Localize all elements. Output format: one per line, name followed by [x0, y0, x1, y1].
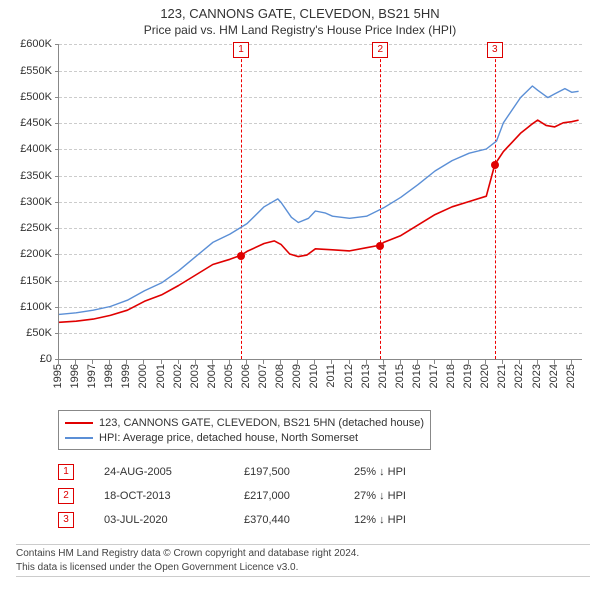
page-container: 123, CANNONS GATE, CLEVEDON, BS21 5HN Pr… [0, 0, 600, 590]
legend-row-hpi: HPI: Average price, detached house, Nort… [65, 430, 424, 445]
event-price-3: £370,440 [244, 514, 354, 526]
x-tick-label: 2020 [479, 364, 491, 388]
footer-line2: This data is licensed under the Open Gov… [16, 561, 590, 575]
x-axis: 1995199619971998199920002001200220032004… [58, 360, 582, 404]
x-tick-label: 2025 [565, 364, 577, 388]
x-tick-label: 2012 [343, 364, 355, 388]
x-tick-label: 2004 [206, 364, 218, 388]
legend-label-price-paid: 123, CANNONS GATE, CLEVEDON, BS21 5HN (d… [99, 417, 424, 429]
chart-title-main: 123, CANNONS GATE, CLEVEDON, BS21 5HN [10, 6, 590, 23]
x-tick-label: 2016 [411, 364, 423, 388]
y-tick-label: £100K [20, 301, 52, 313]
x-tick-label: 2000 [137, 364, 149, 388]
x-tick-label: 1997 [86, 364, 98, 388]
x-tick-label: 2007 [257, 364, 269, 388]
x-tick-label: 2017 [428, 364, 440, 388]
y-tick-label: £400K [20, 143, 52, 155]
event-price-1: £197,500 [244, 466, 354, 478]
x-tick-label: 2005 [223, 364, 235, 388]
x-tick-label: 2021 [496, 364, 508, 388]
series-price_paid [59, 121, 579, 323]
event-dot [491, 161, 499, 169]
chart-area: £0 £50K £100K £150K £200K £250K £300K £350K £400… [10, 44, 590, 404]
x-tick-label: 2024 [548, 364, 560, 388]
event-delta-3: 12% ↓ HPI [354, 514, 464, 526]
event-delta-2: 27% ↓ HPI [354, 490, 464, 502]
event-delta-1: 25% ↓ HPI [354, 466, 464, 478]
footer: Contains HM Land Registry data © Crown c… [16, 544, 590, 577]
x-tick-label: 2013 [360, 364, 372, 388]
x-tick-label: 2001 [155, 364, 167, 388]
event-date-1: 24-AUG-2005 [104, 466, 244, 478]
event-num-2: 2 [58, 488, 74, 504]
y-tick-label: £500K [20, 91, 52, 103]
event-dot [237, 252, 245, 260]
event-marker: 1 [233, 42, 249, 58]
x-tick-label: 1998 [103, 364, 115, 388]
x-tick-label: 2014 [377, 364, 389, 388]
y-tick-label: £550K [20, 65, 52, 77]
event-row-1: 1 24-AUG-2005 £197,500 25% ↓ HPI [58, 460, 590, 484]
y-tick-label: £150K [20, 275, 52, 287]
event-dot [376, 242, 384, 250]
legend-swatch-hpi [65, 437, 93, 439]
legend-row-price-paid: 123, CANNONS GATE, CLEVEDON, BS21 5HN (d… [65, 415, 424, 430]
event-date-3: 03-JUL-2020 [104, 514, 244, 526]
x-tick-label: 2009 [291, 364, 303, 388]
x-tick-label: 1995 [52, 364, 64, 388]
legend-label-hpi: HPI: Average price, detached house, Nort… [99, 432, 358, 444]
y-tick-label: £200K [20, 248, 52, 260]
y-axis: £0£50K£100K£150K£200K£250K£300K£350K£400… [10, 44, 58, 360]
y-tick-label: £50K [26, 327, 52, 339]
chart-titles: 123, CANNONS GATE, CLEVEDON, BS21 5HN Pr… [10, 6, 590, 38]
x-tick-label: 2011 [325, 364, 337, 388]
event-num-3: 3 [58, 512, 74, 528]
event-row-2: 2 18-OCT-2013 £217,000 27% ↓ HPI [58, 484, 590, 508]
event-date-2: 18-OCT-2013 [104, 490, 244, 502]
event-num-1: 1 [58, 464, 74, 480]
line-series-svg [59, 44, 582, 359]
event-row-3: 3 03-JUL-2020 £370,440 12% ↓ HPI [58, 508, 590, 532]
legend-swatch-price-paid [65, 422, 93, 424]
legend: 123, CANNONS GATE, CLEVEDON, BS21 5HN (d… [58, 410, 431, 450]
series-hpi [59, 86, 579, 314]
x-tick-label: 2019 [462, 364, 474, 388]
x-tick-label: 2022 [513, 364, 525, 388]
x-tick-label: 1996 [69, 364, 81, 388]
events-table: 1 24-AUG-2005 £197,500 25% ↓ HPI 2 18-OC… [58, 460, 590, 532]
footer-line1: Contains HM Land Registry data © Crown c… [16, 547, 590, 561]
x-tick-label: 2008 [274, 364, 286, 388]
y-tick-label: £0 [40, 353, 52, 365]
x-tick-label: 1999 [120, 364, 132, 388]
chart-title-sub: Price paid vs. HM Land Registry's House … [10, 23, 590, 39]
y-tick-label: £350K [20, 170, 52, 182]
plot-box: 1 2 3 [58, 44, 582, 360]
x-tick-label: 2002 [172, 364, 184, 388]
y-tick-label: £450K [20, 117, 52, 129]
y-tick-label: £300K [20, 196, 52, 208]
y-tick-label: £600K [20, 38, 52, 50]
event-price-2: £217,000 [244, 490, 354, 502]
x-tick-label: 2006 [240, 364, 252, 388]
event-marker: 3 [487, 42, 503, 58]
x-tick-label: 2018 [445, 364, 457, 388]
x-tick-label: 2010 [308, 364, 320, 388]
event-marker: 2 [372, 42, 388, 58]
x-tick-label: 2003 [189, 364, 201, 388]
x-tick-label: 2015 [394, 364, 406, 388]
x-tick-label: 2023 [531, 364, 543, 388]
y-tick-label: £250K [20, 222, 52, 234]
